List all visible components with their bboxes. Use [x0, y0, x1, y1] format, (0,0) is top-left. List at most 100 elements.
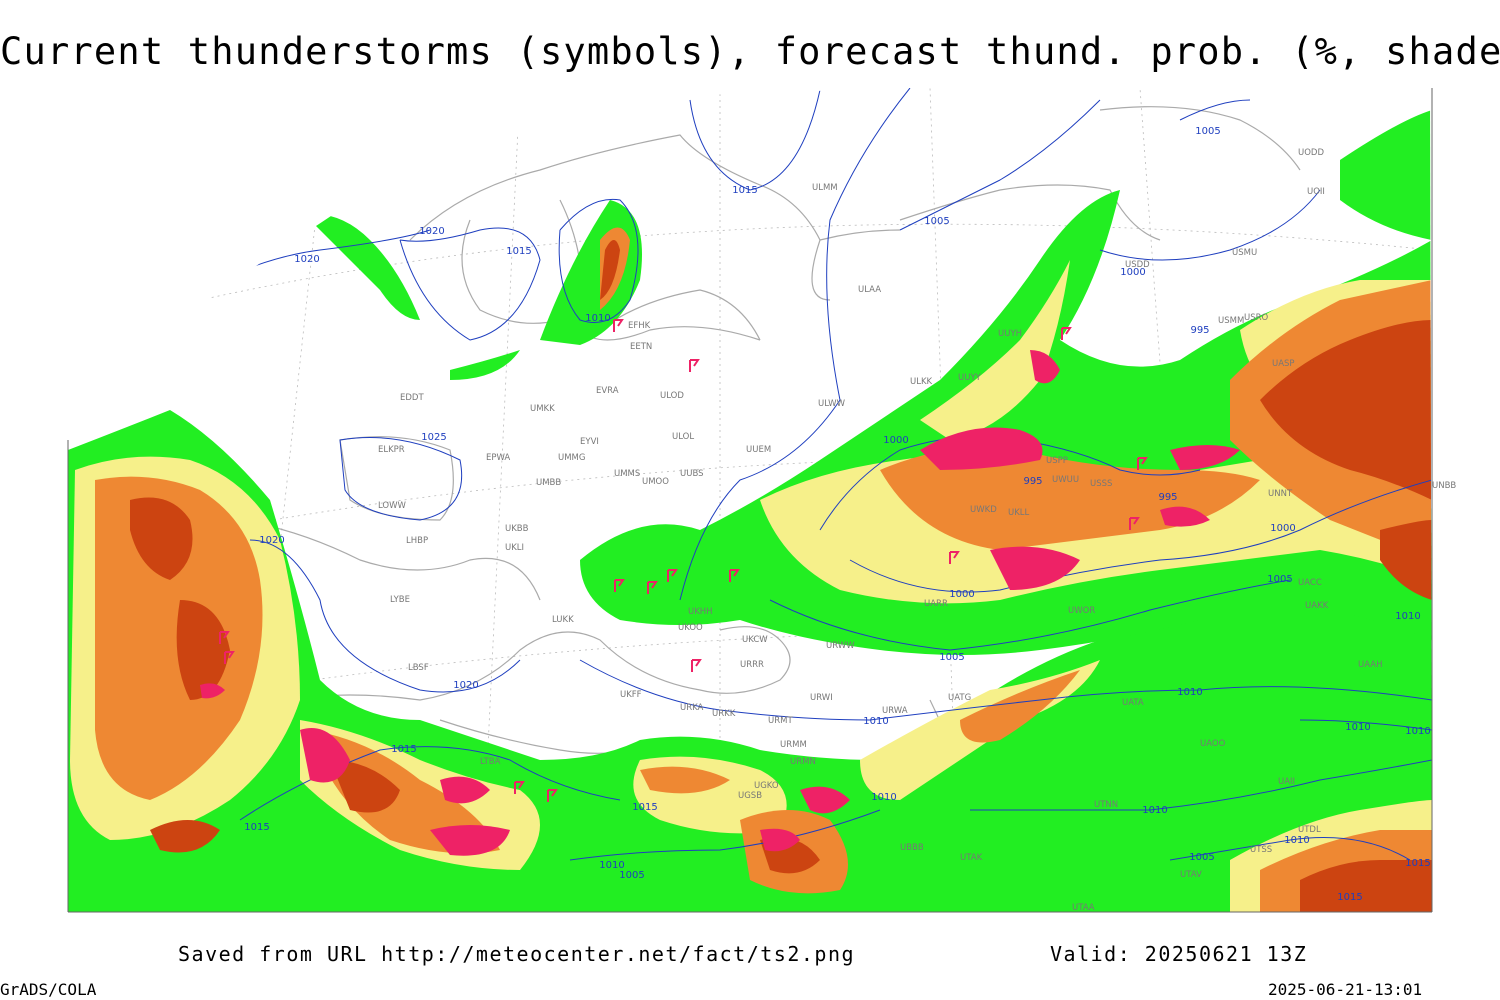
station-label: EYVI — [580, 437, 599, 447]
station-labels: EFHK EETN EVRA ULOD ULOL EDDT UMKK EYVI UMMG EPWA… — [378, 148, 1456, 913]
isobar-label: 1015 — [632, 802, 657, 813]
station-label: UAAH — [1358, 660, 1382, 670]
station-label: UAKK — [1305, 601, 1329, 611]
valid-time-text: Valid: 20250621 13Z — [1050, 942, 1308, 966]
isobar-label: 1015 — [244, 822, 269, 833]
isobar-label: 1020 — [294, 254, 319, 265]
isobar-label: 1015 — [732, 185, 757, 196]
station-label: URRR — [740, 660, 764, 670]
station-label: ULMM — [812, 183, 838, 193]
station-label: UKOO — [678, 623, 703, 633]
station-label: URKK — [712, 709, 736, 719]
station-label: USDD — [1125, 260, 1150, 270]
station-label: UMBB — [536, 478, 561, 488]
station-label: UACC — [1298, 578, 1322, 588]
station-label: UAII — [1278, 777, 1295, 787]
station-label: UMMG — [558, 453, 585, 463]
station-label: UGSB — [738, 791, 762, 801]
isobar-label: 1005 — [1189, 852, 1214, 863]
isobar-label: 1010 — [863, 716, 888, 727]
isobar-label: 1020 — [419, 226, 444, 237]
isobar-label: 1015 — [1337, 892, 1362, 903]
storm-symbols — [200, 350, 1240, 856]
isobar-label: 1010 — [1345, 722, 1370, 733]
station-label: UASP — [1272, 359, 1295, 369]
saved-from-url-text: Saved from URL http://meteocenter.net/fa… — [178, 942, 856, 966]
isobar-label: 1005 — [1195, 126, 1220, 137]
station-label: USPP — [1046, 456, 1068, 466]
isobar-label: 1010 — [1177, 687, 1202, 698]
isobar-label: 1010 — [1395, 611, 1420, 622]
isobar-label: 1010 — [1284, 835, 1309, 846]
isobar-label: 1020 — [453, 680, 478, 691]
station-label: UWOR — [1068, 606, 1095, 616]
station-label: UARR — [924, 599, 948, 609]
station-label: EFHK — [628, 321, 651, 331]
station-label: UATG — [948, 693, 971, 703]
station-label: UUBS — [680, 469, 704, 479]
station-label: UMOO — [642, 477, 669, 487]
station-label: UTNN — [1094, 800, 1118, 810]
isobar-label: 1000 — [1120, 267, 1145, 278]
station-label: ULWW — [818, 399, 846, 409]
isobar-label: 1025 — [421, 432, 446, 443]
generation-timestamp: 2025-06-21-13:01 — [1268, 980, 1423, 999]
station-label: EETN — [630, 342, 652, 352]
station-label: UKFF — [620, 690, 642, 700]
station-label: UKHH — [688, 607, 713, 617]
station-label: UMKK — [530, 404, 555, 414]
map-title: Current thunderstorms (symbols), forecas… — [0, 30, 1500, 73]
station-label: UTAA — [1072, 903, 1095, 913]
isobar-label: 1005 — [619, 870, 644, 881]
probability-shading — [68, 110, 1432, 912]
station-label: URWI — [810, 693, 833, 703]
isobar-label: 1005 — [939, 652, 964, 663]
isobar-label: 1000 — [1270, 523, 1295, 534]
station-label: ULAA — [858, 285, 881, 295]
station-label: URMT — [768, 716, 793, 726]
station-label: URKA — [680, 703, 704, 713]
station-label: UWKD — [970, 505, 997, 515]
station-label: UOII — [1307, 187, 1325, 197]
station-label: USRO — [1244, 313, 1269, 323]
station-label: LBSF — [408, 663, 429, 673]
isobar-label: 1010 — [1142, 805, 1167, 816]
isobar-label: 995 — [1190, 325, 1209, 336]
software-credit: GrADS/COLA — [0, 980, 97, 999]
isobar-label: 1010 — [599, 860, 624, 871]
station-label: ULKK — [910, 377, 933, 387]
station-label: ELKPR — [378, 445, 405, 455]
isobar-label: 995 — [1023, 476, 1042, 487]
isobar-label: 1015 — [506, 246, 531, 257]
station-label: UMMS — [614, 469, 640, 479]
station-label: UUEM — [746, 445, 771, 455]
isobar-label: 1010 — [871, 792, 896, 803]
station-label: USMU — [1232, 248, 1257, 258]
isobar-label: 1000 — [949, 589, 974, 600]
isobars — [149, 88, 1432, 861]
station-label: URWA — [882, 706, 908, 716]
station-label: UATA — [1122, 698, 1144, 708]
station-label: UKLI — [505, 543, 524, 553]
station-label: ULOD — [660, 391, 684, 401]
isobar-label: 1020 — [259, 535, 284, 546]
station-label: LOWW — [378, 501, 407, 511]
station-label: UUYY — [958, 373, 982, 383]
isobar-label: 1005 — [924, 216, 949, 227]
station-label: LYBE — [390, 595, 410, 605]
station-label: LUKK — [552, 615, 574, 625]
station-label: LTBA — [480, 757, 501, 767]
station-label: UWUU — [1052, 475, 1079, 485]
storm-symbols-single — [219, 319, 1148, 802]
isobar-label: 1005 — [1267, 574, 1292, 585]
station-label: UTDL — [1298, 825, 1321, 835]
station-label: URWW — [826, 641, 855, 651]
map-frame — [67, 88, 1433, 913]
isobar-label: 1015 — [391, 744, 416, 755]
station-label: URMN — [790, 757, 816, 767]
station-label: EDDT — [400, 393, 424, 403]
station-label: USMM — [1218, 316, 1244, 326]
station-label: URMM — [780, 740, 807, 750]
station-label: UAOO — [1200, 739, 1226, 749]
